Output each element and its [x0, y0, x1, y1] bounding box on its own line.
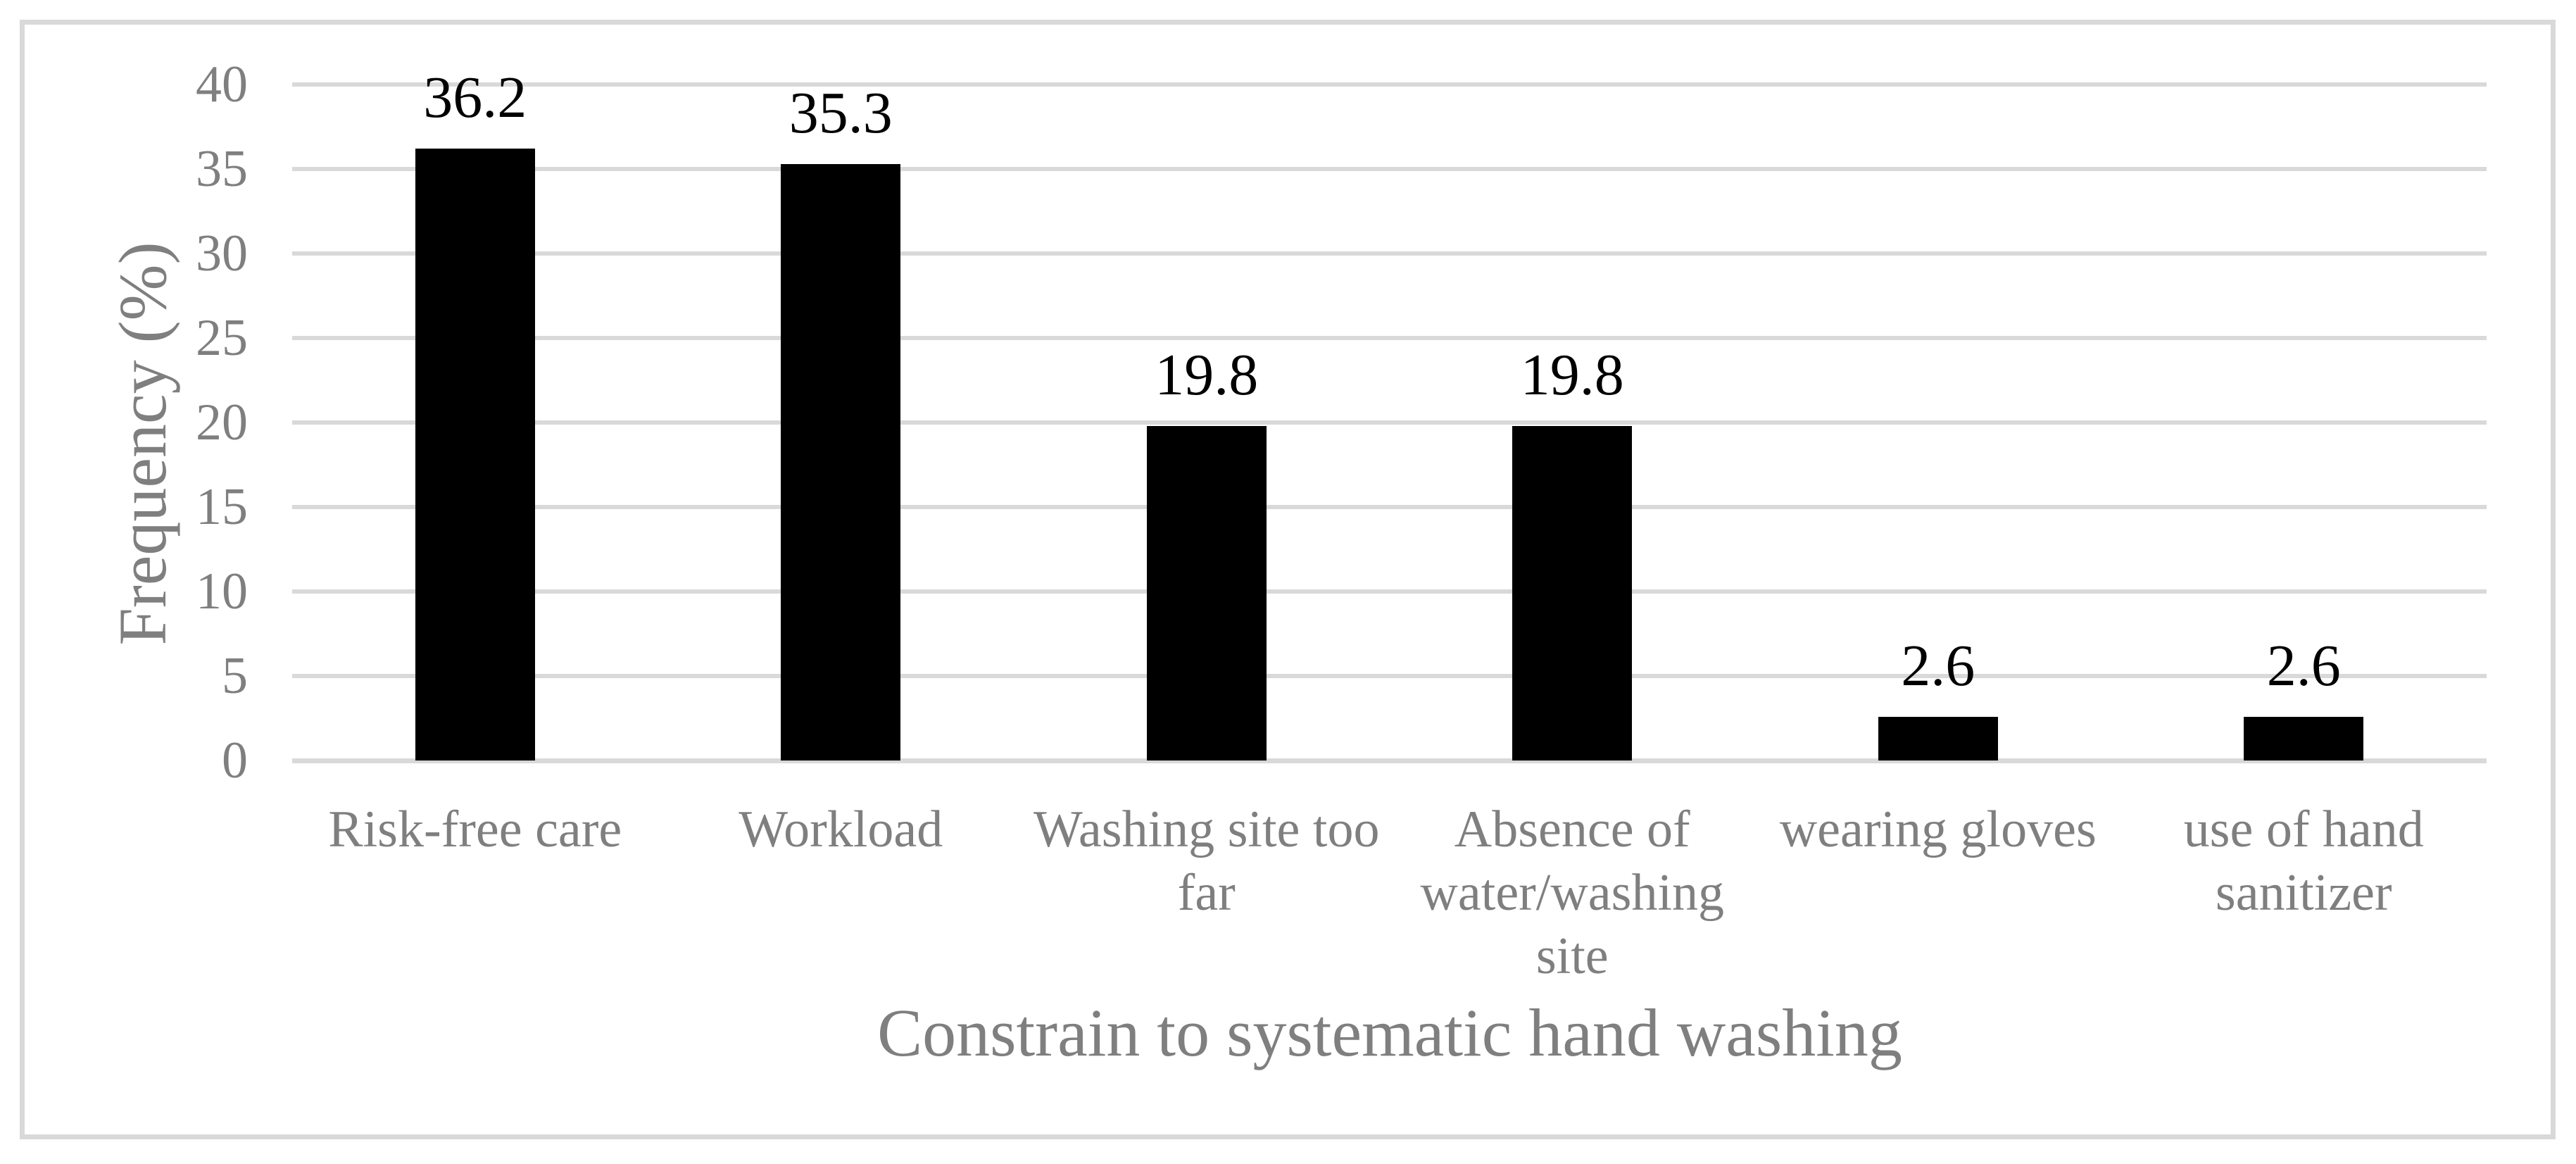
gridline	[292, 251, 2487, 256]
y-tick-label: 5	[222, 647, 248, 705]
bar-value-label: 36.2	[423, 65, 527, 131]
gridline	[292, 589, 2487, 594]
category-label: Washing site too far	[1033, 801, 1380, 922]
bar-group: 36.2	[415, 68, 535, 761]
bar-group: 35.3	[781, 83, 901, 761]
category-label: Absence of water/washing site	[1420, 801, 1725, 985]
y-tick-label: 20	[196, 394, 248, 451]
y-tick-label: 15	[196, 478, 248, 536]
bar	[2244, 716, 2364, 761]
bar	[1512, 425, 1633, 761]
bar-value-label: 2.6	[1901, 632, 1975, 699]
category-label: wearing gloves	[1779, 801, 2097, 858]
category-label: Workload	[739, 801, 943, 858]
x-axis-line	[292, 758, 2487, 763]
gridline	[292, 82, 2487, 87]
bar	[1146, 425, 1267, 761]
bar-group: 19.8	[1512, 345, 1633, 761]
bar-group: 2.6	[2244, 636, 2364, 761]
gridline	[292, 336, 2487, 340]
bar	[415, 149, 535, 761]
y-tick-label: 40	[196, 56, 248, 113]
y-tick-label: 0	[222, 732, 248, 789]
category-label: Risk-free care	[328, 801, 622, 858]
bar-value-label: 35.3	[788, 80, 893, 146]
bar-value-label: 2.6	[2266, 632, 2341, 699]
bar-group: 19.8	[1146, 345, 1267, 761]
y-tick-label: 30	[196, 225, 248, 282]
bar	[1878, 716, 1998, 761]
bar-value-label: 19.8	[1155, 342, 1259, 408]
bar-value-label: 19.8	[1520, 342, 1624, 408]
y-tick-label: 35	[196, 140, 248, 198]
gridline	[292, 505, 2487, 509]
x-axis-title: Constrain to systematic hand washing	[877, 995, 1902, 1070]
gridline	[292, 674, 2487, 678]
y-tick-label: 25	[196, 309, 248, 367]
gridline	[292, 167, 2487, 171]
gridline	[292, 420, 2487, 425]
category-label: use of hand sanitizer	[2183, 801, 2424, 922]
bar	[781, 163, 901, 761]
bar-group: 2.6	[1878, 636, 1998, 761]
y-tick-label: 10	[196, 563, 248, 620]
plot-area: 36.2 35.3 19.8 19.8 2.6 2.6	[292, 68, 2487, 763]
